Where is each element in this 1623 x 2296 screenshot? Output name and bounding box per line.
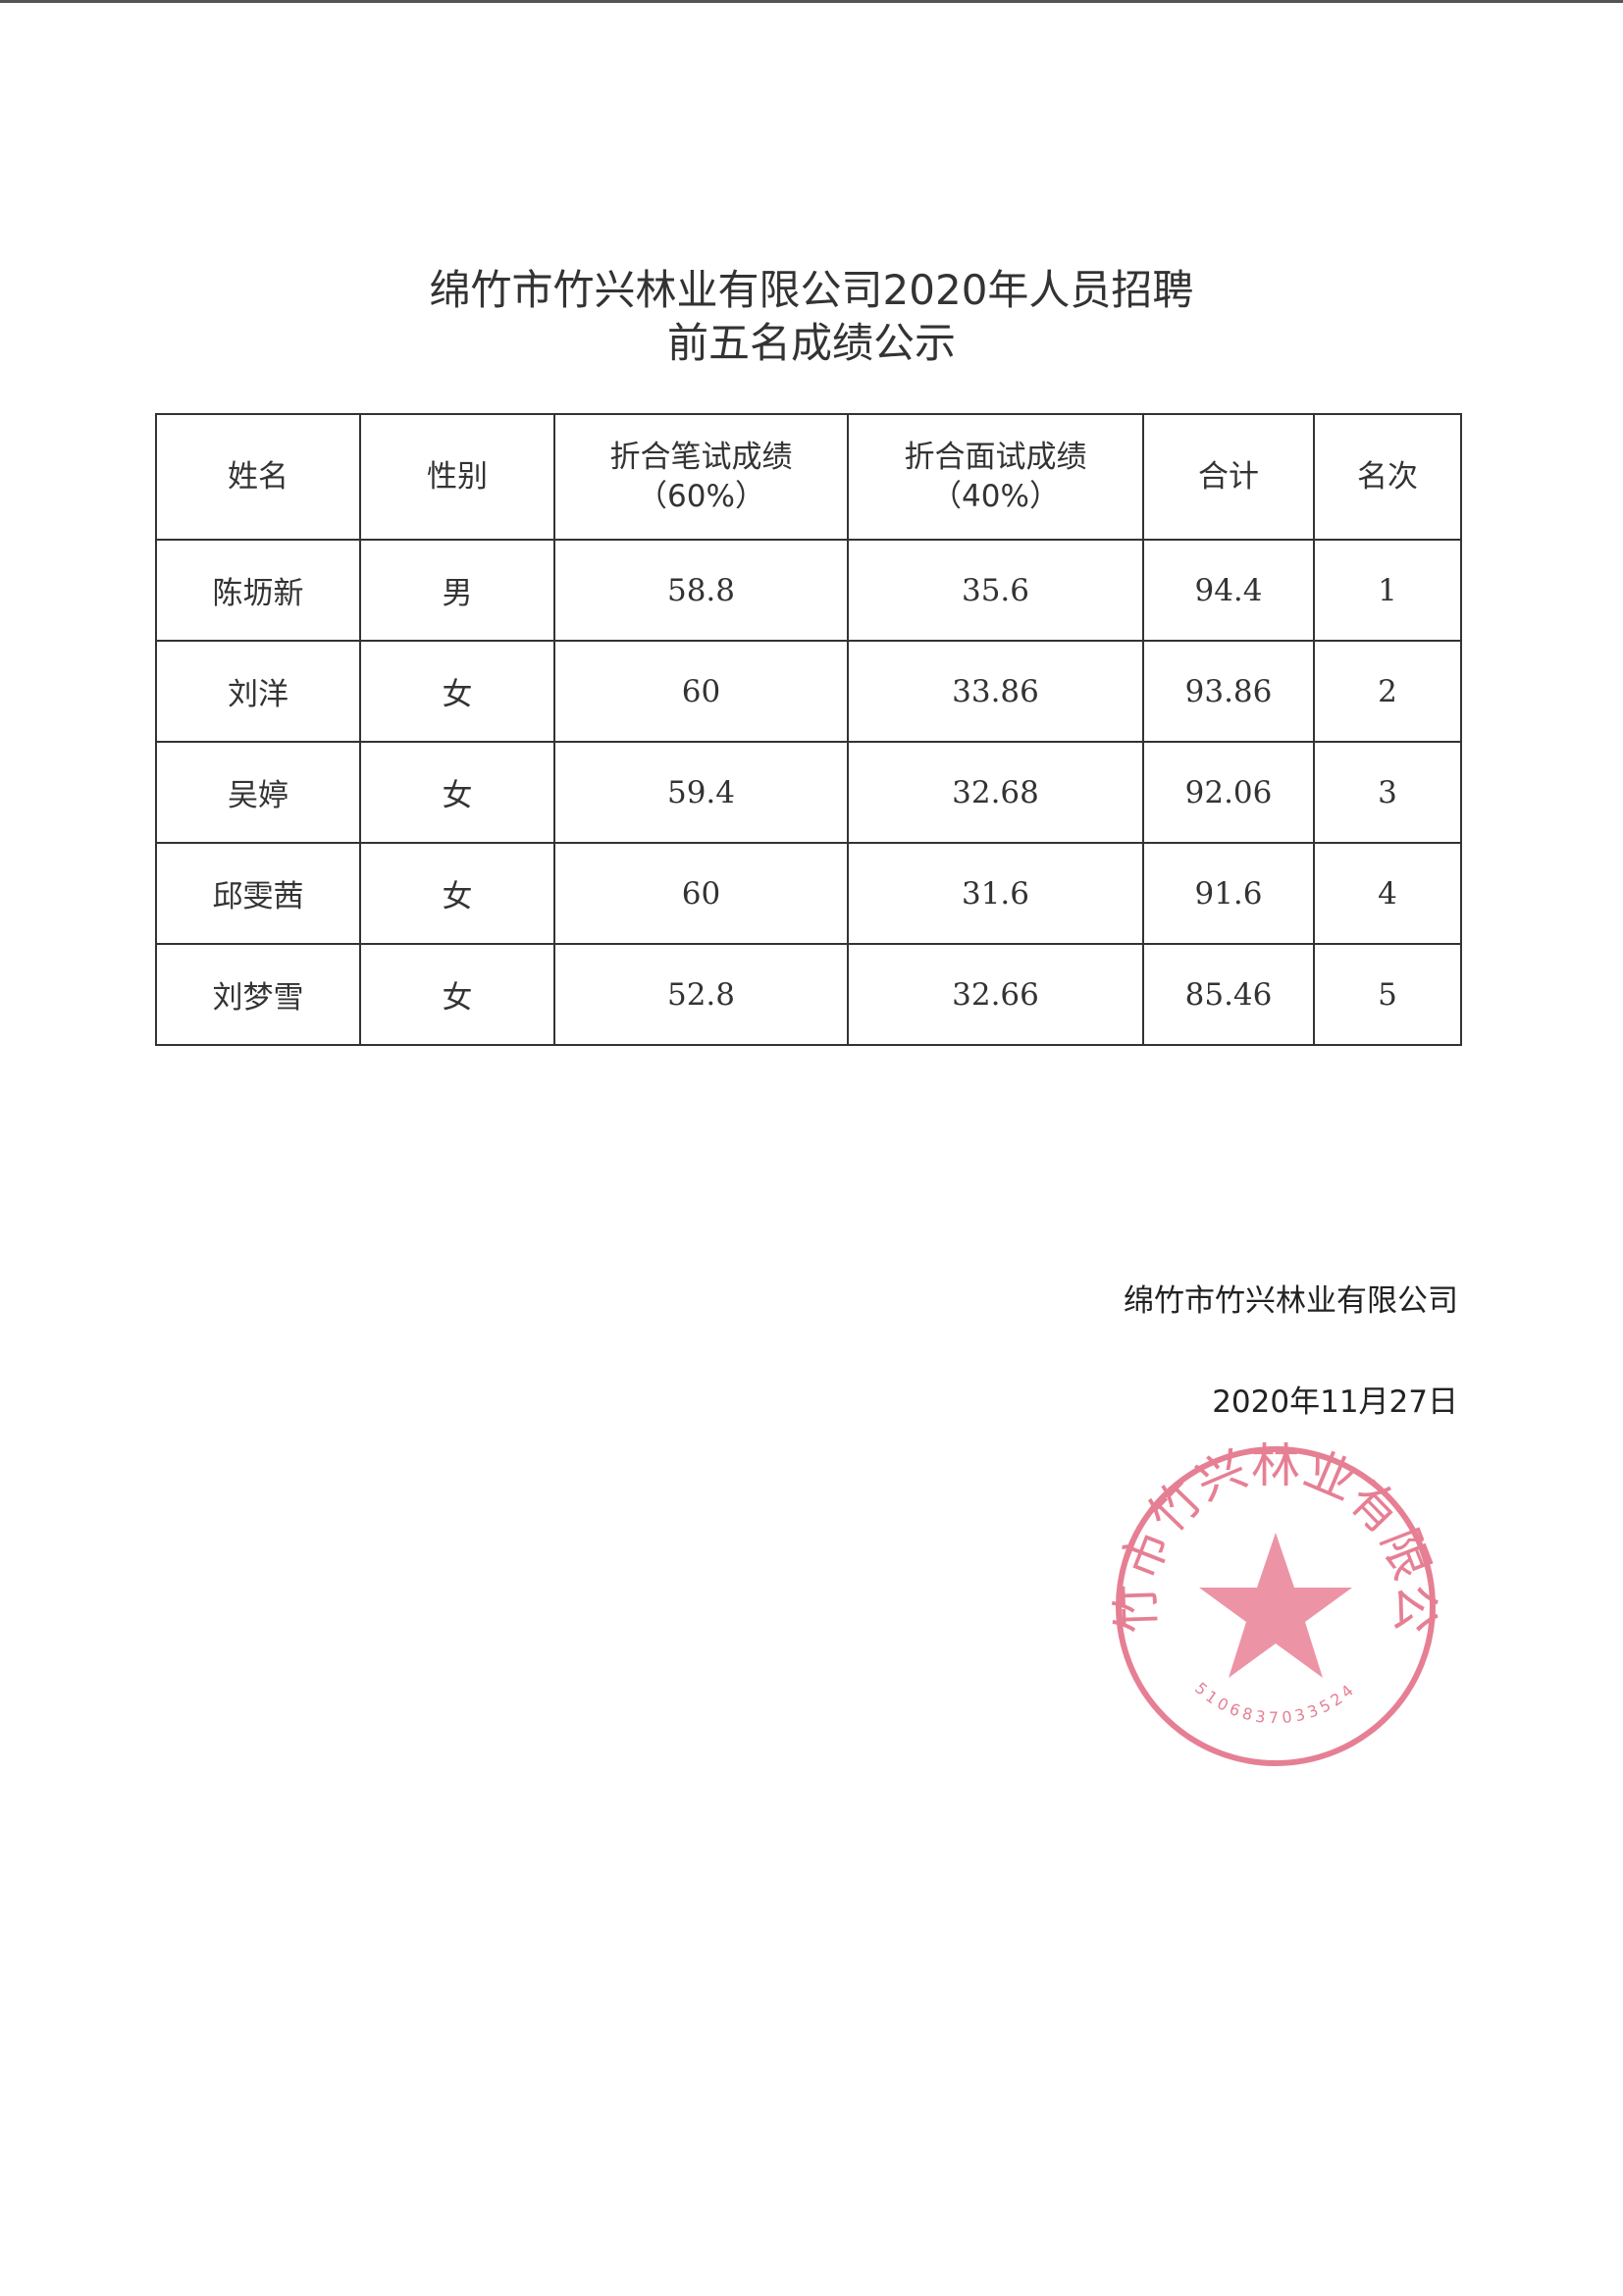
cell-interview: 32.66 xyxy=(847,943,1144,1046)
results-table: 姓名 性别 折合笔试成绩 （60%） 折合面试成绩 （40%） 合计 名次 陈坜新男… xyxy=(155,413,1462,1046)
cell-interview: 32.68 xyxy=(847,741,1144,844)
cell-rank: 2 xyxy=(1313,640,1462,743)
cell-written: 58.8 xyxy=(553,539,849,642)
cell-name: 刘洋 xyxy=(155,640,361,743)
cell-sex: 女 xyxy=(359,842,555,945)
seal-number: 5106837033524 xyxy=(1191,1679,1356,1727)
svg-text:5106837033524: 5106837033524 xyxy=(1191,1679,1360,1727)
table-row: 刘梦雪女 52.8 32.66 85.46 5 xyxy=(155,943,1462,1046)
table-row: 邱雯茜女 60 31.6 91.6 4 xyxy=(155,842,1462,945)
table-row: 吴婷女 59.4 32.68 92.06 3 xyxy=(155,741,1462,844)
signature-date: 2020年11月27日 xyxy=(1212,1384,1458,1420)
cell-sex: 女 xyxy=(359,741,555,844)
cell-written: 59.4 xyxy=(553,741,849,844)
cell-total: 85.46 xyxy=(1142,943,1315,1046)
cell-written: 60 xyxy=(553,842,849,945)
cell-name: 陈坜新 xyxy=(155,539,361,642)
cell-total: 92.06 xyxy=(1142,741,1315,844)
table-row: 刘洋女 60 33.86 93.86 2 xyxy=(155,640,1462,743)
table-header-row: 姓名 性别 折合笔试成绩 （60%） 折合面试成绩 （40%） 合计 名次 xyxy=(155,413,1462,541)
cell-interview: 33.86 xyxy=(847,640,1144,743)
cell-interview: 31.6 xyxy=(847,842,1144,945)
cell-name: 邱雯茜 xyxy=(155,842,361,945)
header-written-score: 折合笔试成绩 （60%） xyxy=(553,413,849,541)
cell-total: 94.4 xyxy=(1142,539,1315,642)
cell-interview: 35.6 xyxy=(847,539,1144,642)
cell-written: 60 xyxy=(553,640,849,743)
cell-sex: 女 xyxy=(359,943,555,1046)
cell-rank: 5 xyxy=(1313,943,1462,1046)
cell-sex: 女 xyxy=(359,640,555,743)
cell-total: 93.86 xyxy=(1142,640,1315,743)
cell-name: 刘梦雪 xyxy=(155,943,361,1046)
cell-written: 52.8 xyxy=(553,943,849,1046)
header-name: 姓名 xyxy=(155,413,361,541)
header-rank: 名次 xyxy=(1313,413,1462,541)
cell-rank: 3 xyxy=(1313,741,1462,844)
header-interview-score: 折合面试成绩 （40%） xyxy=(847,413,1144,541)
cell-total: 91.6 xyxy=(1142,842,1315,945)
signature-company: 绵竹市竹兴林业有限公司 xyxy=(1124,1283,1458,1319)
header-gender: 性别 xyxy=(359,413,555,541)
star-icon xyxy=(1199,1533,1352,1678)
header-total: 合计 xyxy=(1142,413,1315,541)
cell-name: 吴婷 xyxy=(155,741,361,844)
cell-sex: 男 xyxy=(359,539,555,642)
company-seal: 绵竹市竹兴林业有限公司 5106837033524 xyxy=(1112,1442,1440,1766)
document-title: 绵竹市竹兴林业有限公司2020年人员招聘 xyxy=(429,266,1194,314)
scan-edge xyxy=(0,0,1623,3)
table-row: 陈坜新男 58.8 35.6 94.4 1 xyxy=(155,539,1462,642)
cell-rank: 4 xyxy=(1313,842,1462,945)
cell-rank: 1 xyxy=(1313,539,1462,642)
document-subtitle: 前五名成绩公示 xyxy=(666,319,956,367)
